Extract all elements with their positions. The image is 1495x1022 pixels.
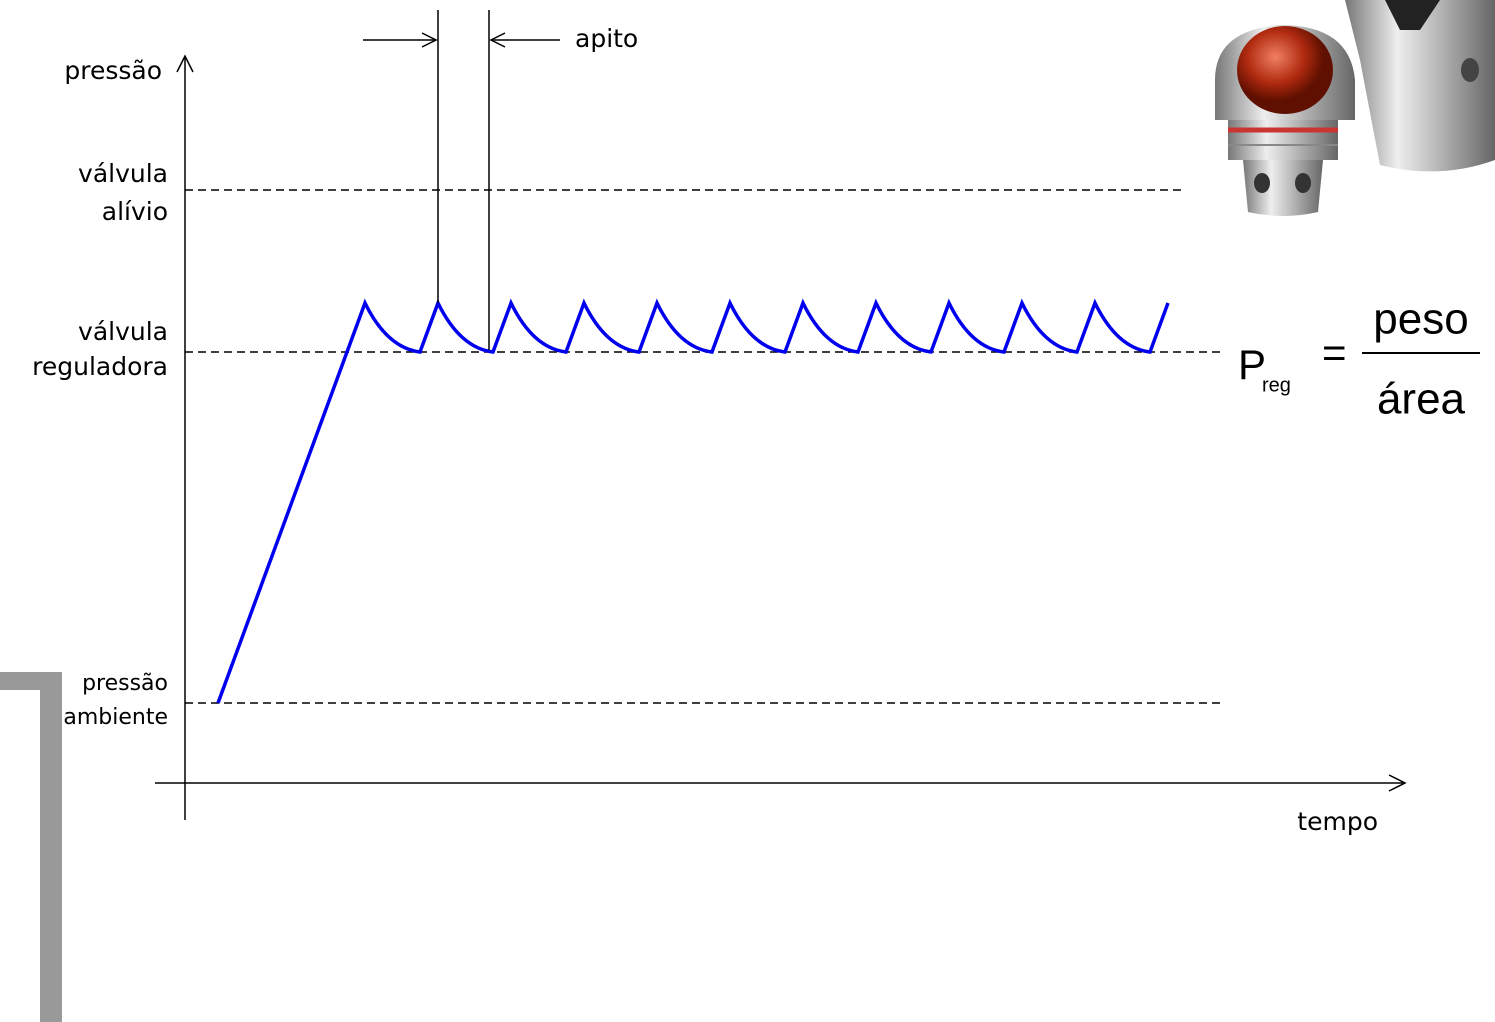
diagram: apito pressão tempo válvula alívio válvu… [0, 0, 1495, 1022]
level-label: pressão [82, 671, 168, 696]
level-label: reguladora [32, 352, 168, 381]
formula-denominator: área [1377, 375, 1466, 424]
y-axis-label: pressão [64, 56, 162, 85]
level-label: válvula [78, 317, 168, 346]
pressure-curve [218, 303, 1168, 703]
level-label: ambiente [63, 705, 168, 730]
level-label: alívio [102, 197, 168, 226]
annotation: apito [575, 24, 638, 53]
formula-subscript: reg [1262, 374, 1291, 396]
x-axis-label: tempo [1297, 807, 1378, 836]
whistle-marker [363, 10, 560, 350]
formula: P reg = peso área [1238, 295, 1480, 424]
level-label: válvula [78, 159, 168, 188]
axes [155, 56, 1405, 820]
frame-decoration [0, 672, 62, 1022]
formula-numerator: peso [1373, 295, 1468, 344]
valve-photo [1215, 0, 1495, 216]
formula-equals: = [1322, 329, 1347, 376]
